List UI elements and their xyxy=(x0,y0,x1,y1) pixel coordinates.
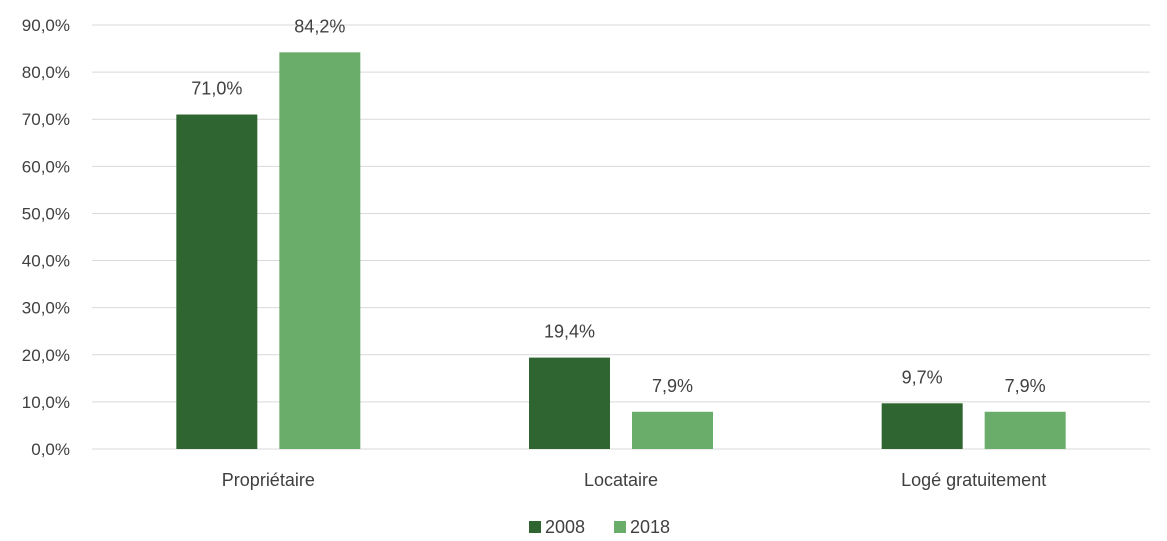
x-category-label: Locataire xyxy=(584,470,658,490)
legend-swatch-2018 xyxy=(614,521,626,533)
y-axis-ticks: 0,0% 10,0% 20,0% 30,0% 40,0% 50,0% 60,0% 70,0% 8… xyxy=(22,16,70,459)
data-label: 84,2% xyxy=(294,16,345,36)
y-tick-label: 80,0% xyxy=(22,63,70,82)
bar-2018 xyxy=(279,52,361,450)
data-label: 7,9% xyxy=(1005,376,1046,396)
bars xyxy=(176,52,1066,450)
bar-2008 xyxy=(529,357,610,449)
x-category-label: Propriétaire xyxy=(222,470,315,490)
data-label: 19,4% xyxy=(544,322,595,342)
y-tick-label: 0,0% xyxy=(31,440,70,459)
x-axis-categories: Propriétaire Locataire Logé gratuitement xyxy=(222,470,1046,490)
y-tick-label: 70,0% xyxy=(22,110,70,129)
legend-swatch-2008 xyxy=(529,521,541,533)
y-tick-label: 90,0% xyxy=(22,16,70,35)
data-label: 71,0% xyxy=(191,79,242,99)
data-label: 7,9% xyxy=(652,376,693,396)
x-category-label: Logé gratuitement xyxy=(901,470,1046,490)
y-tick-label: 50,0% xyxy=(22,204,70,223)
bar-2008 xyxy=(176,114,258,449)
y-tick-label: 40,0% xyxy=(22,252,70,271)
legend-label: 2018 xyxy=(630,517,670,537)
y-tick-label: 30,0% xyxy=(22,299,70,318)
bar-2018 xyxy=(984,411,1066,449)
y-tick-label: 20,0% xyxy=(22,346,70,365)
gridlines xyxy=(92,24,1150,450)
bar-2008 xyxy=(881,403,963,449)
data-label: 9,7% xyxy=(902,367,943,387)
bar-2018 xyxy=(632,411,713,449)
y-tick-label: 60,0% xyxy=(22,157,70,176)
legend: 2008 2018 xyxy=(529,517,670,537)
data-labels: 71,0% 84,2% 19,4% 7,9% 9,7% 7,9% xyxy=(191,16,1045,395)
y-tick-label: 10,0% xyxy=(22,393,70,412)
legend-label: 2008 xyxy=(545,517,585,537)
